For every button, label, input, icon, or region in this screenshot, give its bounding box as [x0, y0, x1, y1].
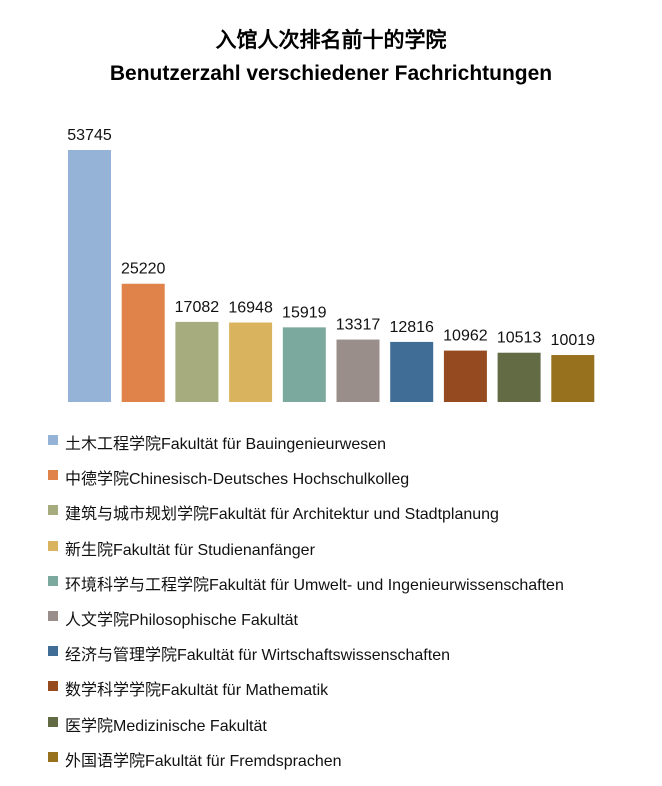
legend-swatch [48, 610, 58, 621]
bar [443, 350, 487, 402]
legend-item: 人文学院Philosophische Fakultät [48, 606, 564, 641]
legend-label: 人文学院Philosophische Fakultät [65, 611, 298, 629]
data-label: 17082 [175, 299, 220, 316]
legend-label: 数学科学学院Fakultät für Mathematik [65, 682, 329, 700]
chart-title: 入馆人次排名前十的学院 [215, 29, 447, 52]
legend-swatch [48, 575, 58, 586]
bar [336, 339, 380, 402]
data-label: 13317 [336, 317, 381, 334]
legend-label: 环境科学与工程学院Fakultät für Umwelt- und Ingeni… [65, 576, 564, 594]
legend-swatch [48, 716, 58, 727]
legend-item: 外国语学院Fakultät für Fremdsprachen [48, 747, 564, 782]
legend-swatch [48, 435, 58, 445]
legend-item: 新生院Fakultät für Studienanfänger [48, 536, 564, 571]
legend-label: 土木工程学院Fakultät für Bauingenieurwesen [65, 436, 387, 453]
data-label: 10019 [551, 332, 596, 349]
bar [497, 352, 541, 402]
data-label: 15919 [282, 304, 327, 321]
legend-label: 新生院Fakultät für Studienanfänger [65, 541, 315, 559]
legend-item: 经济与管理学院Fakultät für Wirtschaftswissensch… [48, 641, 564, 676]
data-label: 16948 [228, 300, 273, 317]
bar [390, 341, 434, 402]
legend-label: 建筑与城市规划学院Fakultät für Architektur und St… [65, 506, 499, 524]
legend-item: 环境科学与工程学院Fakultät für Umwelt- und Ingeni… [48, 571, 564, 606]
legend-swatch [48, 681, 58, 692]
chart-subtitle: Benutzerzahl verschiedener Fachrichtunge… [109, 62, 553, 85]
bar-chart: 53745 25220 17082 16948 15919 13317 12816 10962… [67, 127, 596, 402]
legend-item: 数学科学学院Fakultät für Mathematik [48, 676, 564, 711]
bar [68, 150, 111, 402]
bar [282, 327, 326, 402]
legend-label: 外国语学院Fakultät für Fremdsprachen [65, 752, 342, 770]
data-label: 10513 [497, 330, 542, 347]
legend-label: 医学院Medizinische Fakultät [65, 717, 267, 735]
data-label: 12816 [389, 319, 434, 336]
legend-item: 土木工程学院Fakultät für Bauingenieurwesen [48, 430, 564, 465]
legend: 土木工程学院Fakultät für Bauingenieurwesen 中德学院… [48, 430, 564, 782]
legend-item: 建筑与城市规划学院Fakultät für Architektur und St… [48, 500, 564, 535]
bar [551, 355, 595, 402]
legend-item: 中德学院Chinesisch-Deutsches Hochschulkolleg [48, 465, 564, 500]
legend-swatch [48, 540, 58, 551]
bar [121, 283, 165, 402]
legend-item: 医学院Medizinische Fakultät [48, 712, 564, 747]
legend-label: 经济与管理学院Fakultät für Wirtschaftswissensch… [65, 647, 450, 665]
bar [175, 321, 219, 402]
legend-label: 中德学院Chinesisch-Deutsches Hochschulkolleg [65, 471, 410, 489]
legend-swatch [48, 505, 58, 516]
data-label: 10962 [443, 328, 488, 345]
legend-swatch [48, 751, 58, 762]
legend-swatch [48, 470, 58, 481]
data-label: 25220 [121, 261, 166, 278]
data-label: 53745 [67, 127, 112, 144]
legend-swatch [48, 646, 58, 657]
bar [229, 322, 273, 402]
